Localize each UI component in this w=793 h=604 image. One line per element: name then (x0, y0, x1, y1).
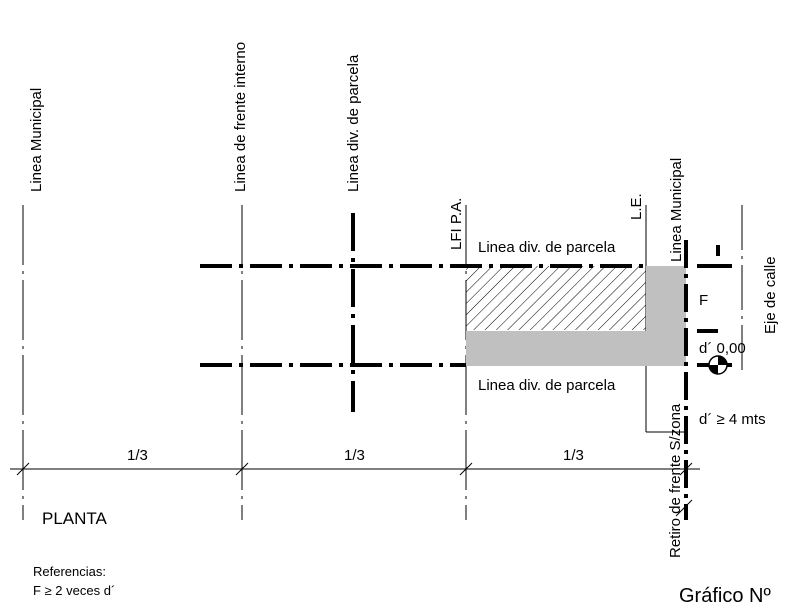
planta-label: PLANTA (42, 509, 108, 528)
label-lfi-pa: LFI P.A. (448, 198, 465, 250)
label-linea-div-parcela-upper: Linea div. de parcela (478, 239, 616, 256)
label-eje-de-calle: Eje de calle (762, 256, 779, 334)
retiro-slash (675, 499, 693, 517)
dimension-label-2: 1/3 (344, 447, 365, 464)
dim-tick-3 (459, 462, 473, 476)
label-retiro-frente: Retiro de frente S/zona (667, 403, 684, 558)
label-linea-municipal-left: Linea Municipal (28, 88, 45, 192)
label-linea-div-parcela-lower: Linea div. de parcela (478, 377, 616, 394)
retiro-gray-zone (466, 266, 686, 366)
dim-tick-2 (235, 462, 249, 476)
dimension-label-3: 1/3 (563, 447, 584, 464)
level-marker-icon (708, 355, 728, 375)
referencias-item: F ≥ 2 veces d´ (33, 583, 115, 598)
label-le: L.E. (628, 193, 645, 220)
label-linea-frente-interno: Linea de frente interno (232, 42, 249, 192)
dimension-label-1: 1/3 (127, 447, 148, 464)
label-linea-municipal-right: Linea Municipal (668, 158, 685, 262)
label-d-min: d´ ≥ 4 mts (699, 411, 766, 428)
referencias-title: Referencias: (33, 564, 106, 579)
label-d-level: d´ 0,00 (699, 340, 746, 357)
label-linea-div-parcela-top: Linea div. de parcela (345, 54, 362, 192)
dim-tick-1 (16, 462, 30, 476)
hatched-zone (466, 266, 646, 330)
grafico-label: Gráfico Nº (679, 585, 771, 604)
label-f: F (699, 292, 708, 309)
dim-tick-4 (679, 462, 693, 476)
